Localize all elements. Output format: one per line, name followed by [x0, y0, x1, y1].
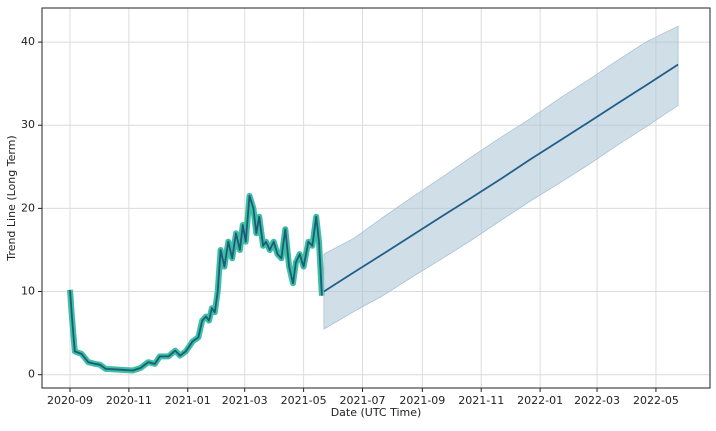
line-outline — [67, 192, 325, 374]
x-tick-label: 2020-09 — [47, 394, 93, 407]
y-axis-label: Trend Line (Long Term) — [5, 135, 18, 261]
x-tick-label: 2022-03 — [574, 394, 620, 407]
x-tick-label: 2021-03 — [222, 394, 268, 407]
y-tick-label: 10 — [21, 285, 35, 298]
y-tick-label: 40 — [21, 35, 35, 48]
x-tick-label: 2021-01 — [165, 394, 211, 407]
line — [323, 63, 679, 293]
plot-frame — [41, 7, 711, 389]
x-tick-label: 2022-01 — [517, 394, 563, 407]
y-tick-label: 20 — [21, 201, 35, 214]
x-tick-label: 2021-11 — [458, 394, 504, 407]
line — [69, 195, 323, 372]
x-axis-label: Date (UTC Time) — [331, 406, 422, 419]
x-tick-label: 2022-05 — [633, 394, 679, 407]
y-tick-label: 30 — [21, 118, 35, 131]
x-tick-label: 2021-09 — [399, 394, 445, 407]
uncertainty-band — [323, 25, 679, 330]
x-tick-label: 2020-11 — [106, 394, 152, 407]
y-tick-label: 0 — [28, 368, 35, 381]
x-tick-label: 2021-05 — [281, 394, 327, 407]
x-tick-label: 2021-07 — [340, 394, 386, 407]
